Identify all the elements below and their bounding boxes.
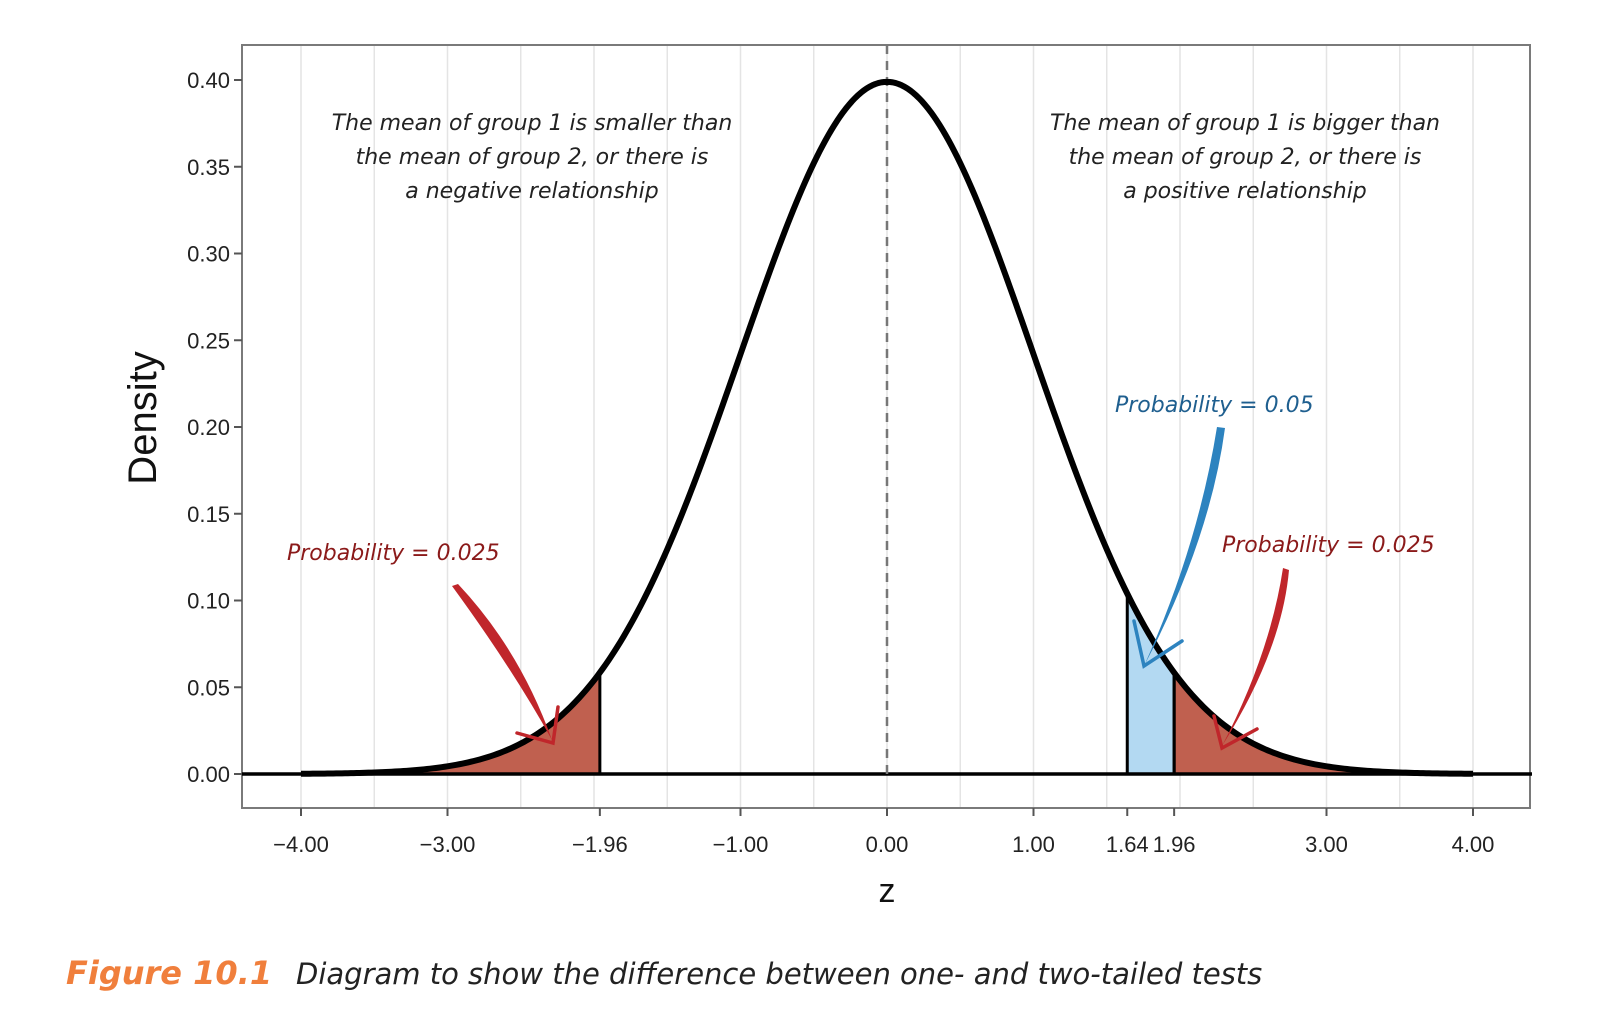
- grid-lines: [300, 46, 1474, 807]
- x-tick-label: −3.00: [420, 832, 476, 857]
- x-axis-title: z: [879, 872, 896, 910]
- y-tick-label: 0.05: [187, 675, 230, 700]
- right-note-line-1: The mean of group 1 is bigger than: [1050, 111, 1440, 136]
- left-note-line-3: a negative relationship: [405, 179, 658, 204]
- x-tick-label: 1.96: [1153, 832, 1196, 857]
- left-tail-arrow: [452, 584, 560, 746]
- x-tick-label: −4.00: [273, 832, 329, 857]
- shaded-region-1: [301, 672, 600, 774]
- right-note-line-3: a positive relationship: [1123, 179, 1367, 204]
- shaded-region-3: [1174, 672, 1473, 774]
- y-tick-label: 0.35: [187, 155, 230, 180]
- right-tail-arrow: [1212, 568, 1289, 751]
- x-tick-label: 0.00: [866, 832, 909, 857]
- plot-frame: [241, 44, 1531, 809]
- left-note-line-1: The mean of group 1 is smaller than: [332, 111, 733, 136]
- density-curve: [300, 78, 1474, 777]
- y-tick-label: 0.00: [187, 762, 230, 787]
- left-note: The mean of group 1 is smaller than the …: [332, 111, 733, 204]
- y-tick-label: 0.15: [187, 502, 230, 527]
- x-tick-label: 1.00: [1012, 832, 1055, 857]
- y-tick-label: 0.10: [187, 589, 230, 614]
- y-tick-label: 0.20: [187, 415, 230, 440]
- one-tail-arrow: [1132, 427, 1225, 669]
- y-axis-title: Density: [121, 351, 165, 484]
- region-boundaries: [598, 593, 1176, 774]
- one-tail-probability-label: Probability = 0.05: [1115, 393, 1314, 418]
- x-tick-label: 4.00: [1452, 832, 1495, 857]
- x-axis-ticks: −4.00 −3.00 −1.96 −1.00 0.00 1.00 1.64 1.96 3.00…: [273, 808, 1494, 857]
- right-note-line-2: the mean of group 2, or there is: [1069, 145, 1422, 170]
- x-tick-label: 3.00: [1305, 832, 1348, 857]
- y-tick-label: 0.25: [187, 328, 230, 353]
- right-note: The mean of group 1 is bigger than the m…: [1050, 111, 1440, 204]
- y-tick-label: 0.30: [187, 242, 230, 267]
- x-tick-label: −1.96: [572, 832, 628, 857]
- left-probability-label: Probability = 0.025: [287, 541, 500, 566]
- right-probability-label: Probability = 0.025: [1222, 533, 1435, 558]
- figure-caption-label: Figure 10.1: [66, 954, 272, 992]
- x-tick-label: −1.00: [713, 832, 769, 857]
- left-note-line-2: the mean of group 2, or there is: [356, 145, 709, 170]
- y-tick-label: 0.40: [187, 68, 230, 93]
- x-tick-label: 1.64: [1106, 832, 1149, 857]
- y-axis-ticks: 0.00 0.05 0.10 0.15 0.20 0.25 0.30 0.35 0.40: [187, 68, 242, 787]
- figure-caption-text: Diagram to show the difference between o…: [296, 957, 1262, 991]
